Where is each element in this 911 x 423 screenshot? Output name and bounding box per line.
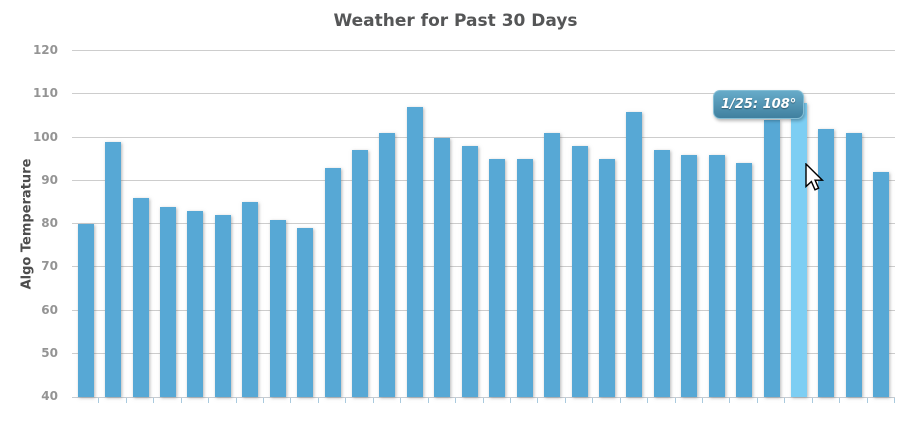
chart-title: Weather for Past 30 Days [333, 11, 578, 31]
bar[interactable] [571, 146, 588, 397]
x-axis-tick [235, 398, 237, 403]
bar[interactable] [516, 159, 533, 397]
y-tick-label-90: 90 [41, 172, 58, 187]
bar[interactable] [214, 215, 231, 397]
gridline-110 [72, 93, 895, 95]
bar[interactable] [681, 154, 698, 397]
x-axis-tick [756, 398, 758, 403]
gridline-70 [72, 266, 895, 268]
x-axis-tick [564, 398, 566, 403]
x-axis-tick [290, 398, 292, 403]
bar[interactable] [297, 228, 314, 397]
bar[interactable] [818, 128, 835, 397]
x-axis-tick [98, 398, 100, 403]
bar-highlighted[interactable] [790, 102, 807, 397]
x-axis-tick [125, 398, 127, 403]
bar[interactable] [77, 224, 94, 397]
gridline-80 [72, 223, 895, 224]
y-tick-label-100: 100 [32, 129, 58, 144]
gridline-90 [72, 179, 895, 181]
bar[interactable] [461, 146, 478, 397]
x-axis-tick [619, 398, 621, 403]
x-axis-tick [263, 398, 265, 403]
bar[interactable] [406, 107, 423, 397]
bar[interactable] [736, 163, 753, 397]
bar[interactable] [598, 159, 615, 397]
bar[interactable] [708, 154, 725, 397]
x-axis-tick [427, 398, 429, 403]
gridline-100 [72, 136, 895, 138]
gridline-60 [72, 309, 895, 311]
y-tick-label-50: 50 [41, 345, 58, 360]
x-axis-tick [894, 398, 895, 403]
gridline-50 [72, 352, 895, 354]
bar[interactable] [187, 211, 204, 397]
bar[interactable] [269, 219, 286, 397]
x-axis-tick [647, 398, 649, 403]
bar[interactable] [873, 172, 890, 397]
x-axis-tick [509, 398, 511, 403]
x-axis-tick [811, 398, 813, 403]
x-axis-tick [208, 398, 210, 403]
plot-area: 40 50 60 70 80 90 100 110 120 [33, 43, 895, 403]
x-axis-tick [784, 398, 786, 403]
x-axis-tick [537, 398, 539, 403]
x-axis-tick [592, 398, 594, 403]
y-tick-label-80: 80 [41, 216, 58, 230]
y-tick-label-60: 60 [41, 302, 58, 317]
y-tick-label-110: 110 [32, 86, 58, 101]
x-axis-tick [345, 398, 347, 403]
bar[interactable] [160, 206, 177, 397]
x-axis-tick [317, 398, 319, 403]
y-tick-label-120: 120 [32, 43, 58, 57]
x-axis-tick [701, 398, 703, 403]
bar[interactable] [845, 133, 862, 397]
bar[interactable] [489, 159, 506, 397]
x-axis-tick [839, 398, 841, 403]
bar[interactable] [324, 167, 341, 397]
y-tick-label-70: 70 [41, 259, 58, 274]
bar[interactable] [105, 141, 122, 397]
x-axis-tick [455, 398, 457, 403]
x-axis-tick [400, 398, 402, 403]
bar[interactable] [763, 120, 780, 397]
bar[interactable] [379, 133, 396, 397]
bar[interactable] [352, 150, 369, 397]
x-axis-tick [729, 398, 731, 403]
x-axis-tick [674, 398, 676, 403]
bar[interactable] [653, 150, 670, 397]
tooltip-text: 1/25: 108° [721, 97, 797, 112]
y-tick-label-40: 40 [41, 389, 58, 403]
bar[interactable] [626, 111, 643, 397]
x-axis-tick [180, 398, 182, 403]
gridline-120 [72, 50, 895, 51]
bar[interactable] [242, 202, 259, 397]
x-axis-tick [153, 398, 155, 403]
x-axis-tick [482, 398, 484, 403]
tooltip: 1/25: 108° [713, 90, 805, 119]
x-axis-tick [372, 398, 374, 403]
bar[interactable] [544, 133, 561, 397]
bar[interactable] [434, 137, 451, 397]
x-axis-tick [866, 398, 868, 403]
bar[interactable] [132, 198, 149, 397]
